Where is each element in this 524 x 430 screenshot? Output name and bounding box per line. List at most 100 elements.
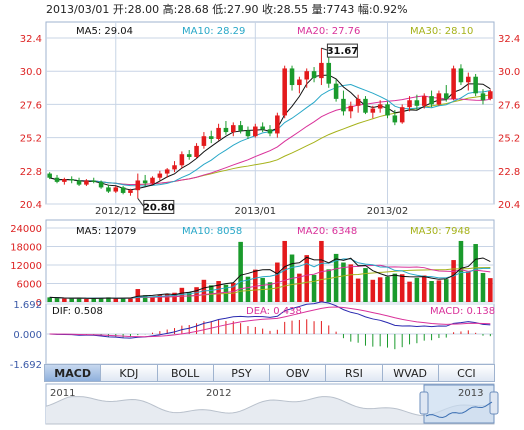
volume-bar <box>62 298 67 302</box>
volume-bar <box>194 287 199 302</box>
candle-body <box>443 93 449 99</box>
candle-body <box>370 108 376 113</box>
volume-bar <box>443 279 449 302</box>
volume-bar <box>385 276 390 302</box>
candle-body <box>179 154 185 166</box>
volume-legend-0: MA5: 12079 <box>76 226 136 237</box>
volume-bar <box>238 241 243 302</box>
volume-bar <box>488 278 493 302</box>
volume-bar <box>157 294 163 302</box>
volume-ytick: 6000 <box>17 280 42 291</box>
macd-ytick: 0.000 <box>13 330 42 341</box>
tab-kdj[interactable]: KDJ <box>100 364 158 382</box>
price-ytick-left: 25.2 <box>20 134 42 145</box>
volume-bar <box>113 298 119 302</box>
volume-bar <box>333 253 339 302</box>
volume-bar <box>451 260 456 302</box>
macd-ytick: -1.692 <box>10 360 42 371</box>
macd-legend-dif: DIF: 0.508 <box>52 306 103 317</box>
tab-wvad[interactable]: WVAD <box>381 364 439 382</box>
volume-bar <box>407 281 412 302</box>
volume-legend-2: MA20: 6348 <box>297 226 357 237</box>
volume-bar <box>363 268 368 302</box>
candle-body <box>208 136 214 139</box>
tab-obv[interactable]: OBV <box>269 364 327 382</box>
candle-body <box>377 104 383 109</box>
date-label: 2012/12 <box>95 206 137 217</box>
volume-bar <box>370 279 376 302</box>
volume-bar <box>54 297 60 302</box>
price-ytick-right: 32.4 <box>498 34 520 45</box>
indicator-tabs: MACD KDJ BOLL PSY OBV RSI WVAD CCI <box>44 364 495 382</box>
candle-body <box>363 98 368 113</box>
candle-body <box>84 180 89 185</box>
candle-body <box>216 127 221 139</box>
candle-body <box>231 125 236 133</box>
volume-bar <box>76 297 82 302</box>
candle-body <box>473 76 478 94</box>
volume-bar <box>186 292 192 302</box>
volume-bar <box>473 244 478 302</box>
candle-body <box>451 68 456 99</box>
candle-body <box>120 187 126 193</box>
volume-bar <box>458 240 464 302</box>
volume-bar <box>91 298 97 302</box>
date-label: 2013/01 <box>235 206 277 217</box>
candle-body <box>135 180 141 191</box>
volume-bar <box>304 255 309 302</box>
candle-body <box>76 180 82 185</box>
candle-body <box>407 100 412 108</box>
date-label: 2013/02 <box>367 206 409 217</box>
volume-bar <box>392 273 398 302</box>
candle-body <box>253 126 258 137</box>
tab-rsi[interactable]: RSI <box>325 364 383 382</box>
price-ytick-right: 25.2 <box>498 134 520 145</box>
price-ytick-right: 22.8 <box>498 167 520 178</box>
volume-bar <box>341 262 346 302</box>
price-legend-0: MA5: 29.04 <box>76 26 133 37</box>
volume-bar <box>69 298 74 302</box>
volume-bar <box>106 297 111 302</box>
volume-bar <box>429 281 434 302</box>
candle-body <box>275 115 280 134</box>
overview-selected-line <box>425 401 493 418</box>
candle-body <box>341 98 346 112</box>
candle-body <box>429 96 434 105</box>
candle-body <box>297 79 302 86</box>
candle-body <box>186 154 192 157</box>
overview-year-label: 2011 <box>50 388 75 399</box>
price-ytick-right: 30.0 <box>498 67 520 78</box>
overview-handle-left <box>419 391 429 415</box>
tab-boll[interactable]: BOLL <box>156 364 214 382</box>
candle-body <box>289 68 295 86</box>
volume-bar <box>480 273 486 302</box>
candle-body <box>385 104 390 116</box>
volume-bar <box>355 278 361 302</box>
overview-year-label: 2013 <box>458 388 483 399</box>
tab-cci[interactable]: CCI <box>437 364 495 382</box>
annotation-label: 20.80 <box>143 202 175 213</box>
candle-body <box>194 145 199 157</box>
price-legend-1: MA10: 28.29 <box>182 26 245 37</box>
annotation-label: 31.67 <box>327 46 359 57</box>
macd-ytick: 1.692 <box>13 300 42 311</box>
volume-bar <box>216 281 221 302</box>
candle-body <box>392 115 398 123</box>
candle-body <box>69 179 74 181</box>
macd-legend-dea: DEA: 0.438 <box>246 306 302 317</box>
macd-legend-macd: MACD: 0.138 <box>430 306 495 317</box>
price-header: 2013/03/01 开:28.00 高:28.68 低:27.90 收:28.… <box>46 2 408 16</box>
volume-ytick: 24000 <box>10 224 42 235</box>
price-ytick-left: 20.4 <box>20 200 42 211</box>
candle-body <box>98 181 104 188</box>
price-panel-frame <box>45 21 495 205</box>
tab-macd[interactable]: MACD <box>44 364 102 382</box>
candle-body <box>157 173 163 178</box>
volume-ytick: 18000 <box>10 243 42 254</box>
candle-body <box>319 62 324 79</box>
volume-legend-1: MA10: 8058 <box>182 226 242 237</box>
volume-bar <box>377 277 383 302</box>
tab-psy[interactable]: PSY <box>212 364 270 382</box>
candle-body <box>113 187 119 192</box>
